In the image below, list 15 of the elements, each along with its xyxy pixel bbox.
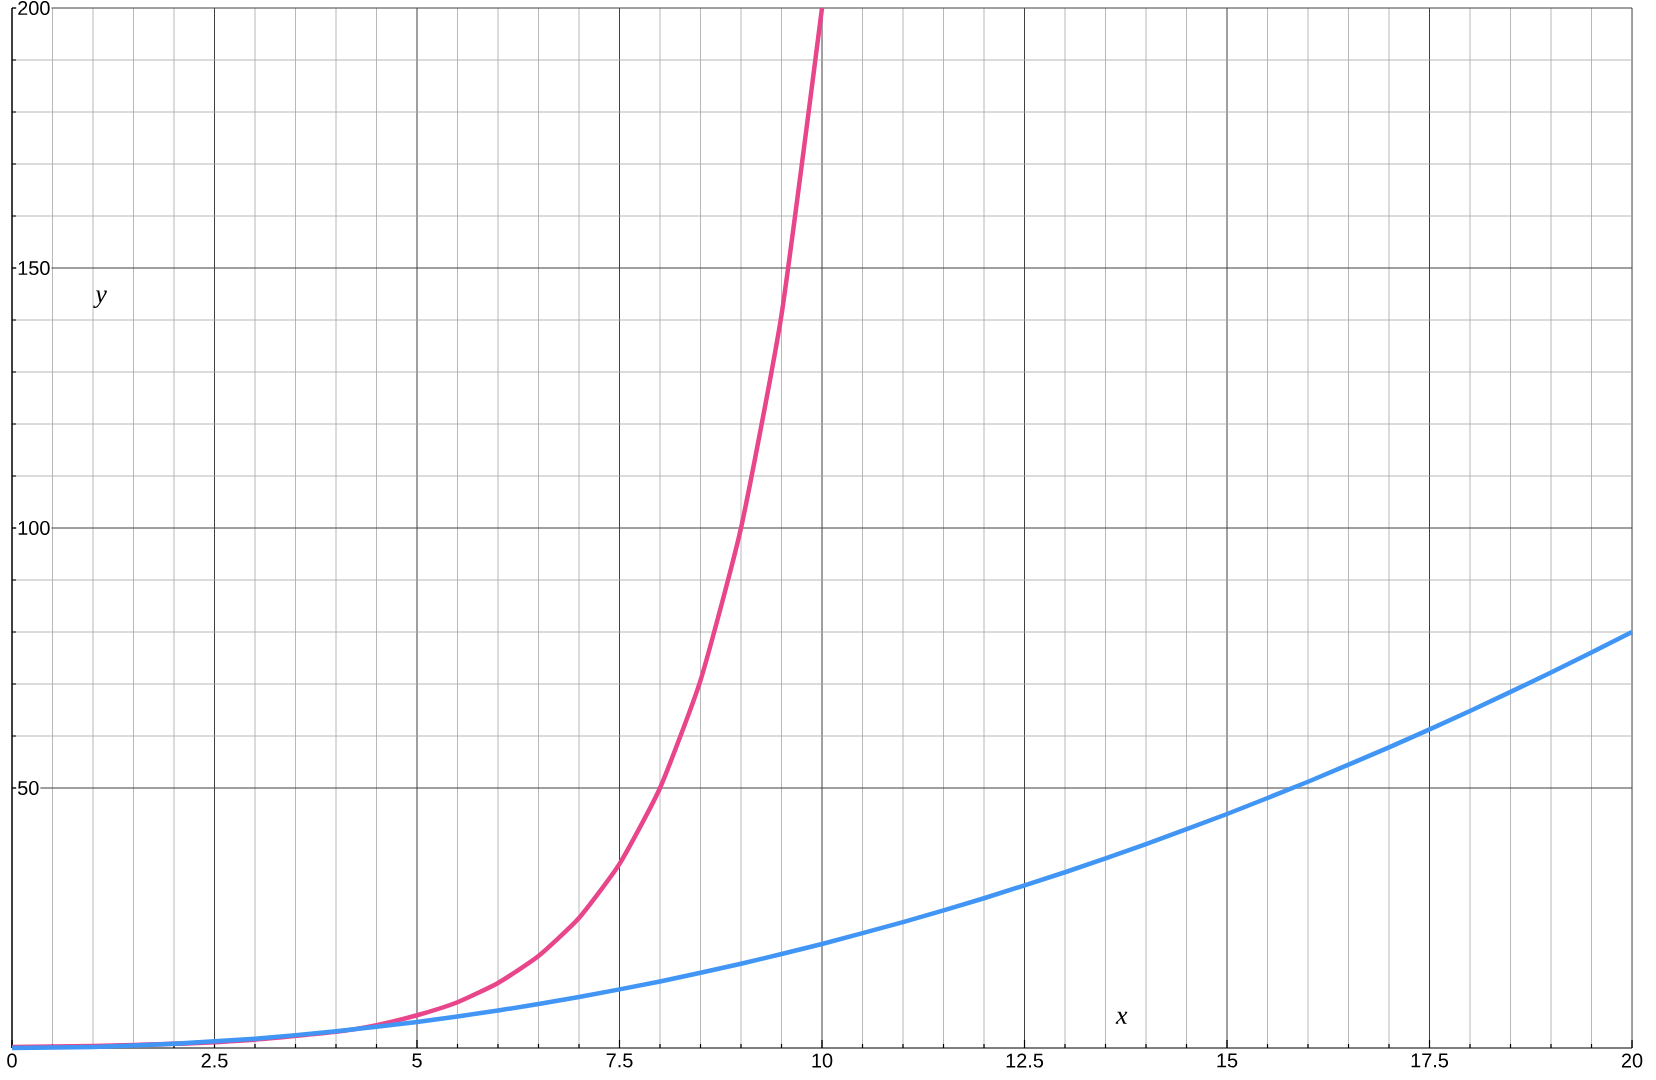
x-tick-label: 2.5: [201, 1053, 228, 1068]
x-tick-label: 10: [812, 1053, 833, 1068]
x-axis-title: x: [1115, 1011, 1128, 1024]
x-tick-label: 12.5: [1006, 1053, 1044, 1068]
x-tick-label: 17.5: [1411, 1053, 1449, 1068]
x-tick-label: 15: [1217, 1053, 1238, 1068]
y-tick-label: 100: [18, 520, 50, 536]
y-tick-label: 200: [18, 0, 50, 16]
x-tick-label: 0: [7, 1053, 17, 1068]
x-tick-label: 5: [412, 1053, 422, 1068]
y-tick-label: 150: [18, 260, 50, 276]
y-axis-title: y: [93, 290, 107, 308]
y-tick-label: 50: [18, 780, 39, 796]
x-tick-label: 7.5: [606, 1053, 633, 1068]
x-tick-label: 20: [1621, 1053, 1643, 1068]
